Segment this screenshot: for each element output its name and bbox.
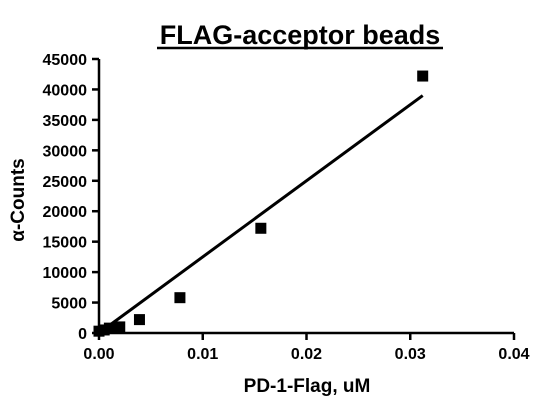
- x-tick-label: 0.02: [291, 346, 322, 363]
- data-point: [417, 70, 429, 82]
- tick-group: 0.00 0.01 0.02 0.03 0.04 0 5000 10000 15000 20000…: [43, 52, 530, 363]
- y-tick-label: 40000: [43, 82, 88, 99]
- fit-line: [98, 94, 424, 335]
- y-axis-label: α-Counts: [8, 158, 29, 241]
- fit-line-group: [98, 94, 424, 335]
- x-tick-label: 0.00: [83, 346, 114, 363]
- x-tick-label: 0.04: [498, 346, 529, 363]
- x-tick-label: 0.01: [187, 346, 218, 363]
- chart-title: FLAG-acceptor beads: [160, 20, 441, 50]
- x-axis-label: PD-1-Flag, uM: [244, 376, 371, 397]
- y-tick-label: 30000: [43, 143, 88, 160]
- data-point: [114, 321, 126, 333]
- y-tick-label: 25000: [43, 174, 88, 191]
- y-tick-label: 45000: [43, 52, 88, 69]
- y-tick-label: 10000: [43, 265, 88, 282]
- data-point: [133, 314, 145, 326]
- x-tick-label: 0.03: [395, 346, 426, 363]
- y-tick-label: 5000: [51, 296, 87, 313]
- data-point: [255, 222, 267, 234]
- axes: [97, 59, 514, 335]
- y-tick-label: 35000: [43, 113, 88, 130]
- data-point: [174, 292, 186, 304]
- y-tick-label: 15000: [43, 235, 88, 252]
- data-points: [93, 70, 429, 337]
- y-tick-label: 0: [78, 326, 87, 343]
- data-point: [103, 322, 115, 334]
- y-tick-label: 20000: [43, 204, 88, 221]
